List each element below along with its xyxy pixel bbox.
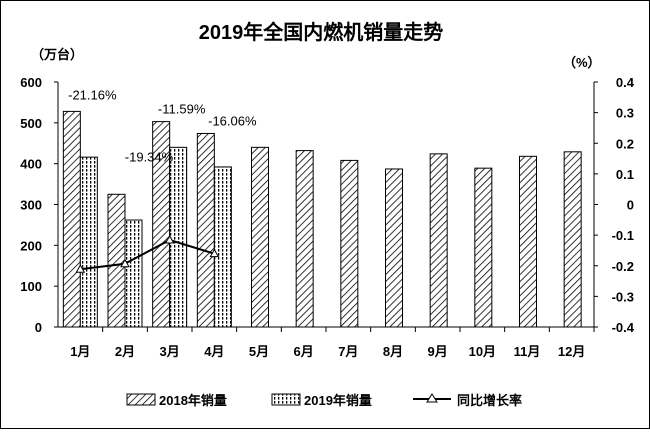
legend: 2018年销量 2019年销量 同比增长率 [126,393,522,408]
x-tick-label: 3月 [160,344,180,359]
right-tick-label: -0.4 [612,320,635,335]
right-tick-label: 0.4 [616,75,635,90]
bar-2018 [196,132,215,328]
x-tick-label: 7月 [338,344,358,359]
x-axis: 1月 2月 3月 4月 5月 6月 7月 8月 9月 10月 11月 12月 [70,327,595,359]
bar-2019 [213,166,232,328]
right-tick-label: 0 [627,198,634,213]
bars [62,110,582,328]
bar-2018 [62,110,81,328]
x-tick-label: 6月 [294,344,314,359]
bar-2018 [340,159,359,328]
legend-label-2018: 2018年销量 [159,393,227,408]
bar-2018 [251,146,269,328]
bar-2018 [563,151,582,328]
x-tick-label: 1月 [70,344,90,359]
x-tick-label: 9月 [428,344,448,359]
growth-data-label: -16.06% [208,113,257,128]
left-tick-label: 100 [20,279,42,294]
x-tick-label: 2月 [115,344,135,359]
right-tick-label: -0.1 [612,228,634,243]
growth-point [164,234,175,244]
left-axis-unit: （万台） [31,47,83,62]
left-axis: 0 100 200 300 400 500 600 [20,75,58,335]
right-axis: -0.4 -0.3 -0.2 -0.1 0 0.1 0.2 0.3 0.4 [594,75,635,335]
right-tick-label: 0.3 [616,106,634,121]
bar-2018 [474,167,493,328]
bar-2018 [429,153,448,328]
right-tick-label: -0.2 [612,259,634,274]
growth-point [120,258,130,268]
growth-line-path [80,238,215,271]
right-axis-unit: （%） [563,55,601,70]
left-tick-label: 400 [20,157,42,172]
chart-title: 2019年全国内燃机销量走势 [199,20,444,44]
growth-point [75,264,86,273]
x-tick-label: 5月 [249,344,269,359]
bar-2019 [169,146,188,328]
bar-2018 [385,168,403,328]
legend-swatch-2019 [271,393,301,406]
left-tick-label: 600 [20,75,42,90]
right-tick-label: 0.2 [616,136,634,151]
bar-2018 [107,193,126,328]
bar-2018 [295,150,314,328]
x-tick-label: 12月 [558,344,585,359]
growth-data-label: -19.34% [125,150,174,165]
left-tick-label: 300 [20,198,42,213]
growth-data-label: -11.59% [158,102,206,117]
growth-point [209,248,220,258]
growth-data-label: -21.16% [68,87,117,102]
x-tick-label: 8月 [383,344,403,359]
x-tick-label: 10月 [469,344,496,359]
bar-2019 [79,156,98,328]
legend-label-growth: 同比增长率 [457,393,522,408]
left-tick-label: 200 [20,238,42,253]
legend-marker-growth [426,393,438,403]
x-tick-label: 11月 [514,344,541,359]
x-tick-label: 4月 [204,344,224,359]
right-tick-label: 0.1 [616,167,634,182]
bar-2018 [519,155,537,328]
growth-line: -21.16% -19.34% -11.59%-16.06% [68,87,257,273]
left-tick-label: 500 [20,116,42,131]
bar-2019 [124,219,143,328]
legend-swatch-2018 [126,393,156,406]
right-tick-label: -0.3 [612,289,634,304]
left-tick-label: 0 [35,320,42,335]
legend-label-2019: 2019年销量 [304,393,372,408]
